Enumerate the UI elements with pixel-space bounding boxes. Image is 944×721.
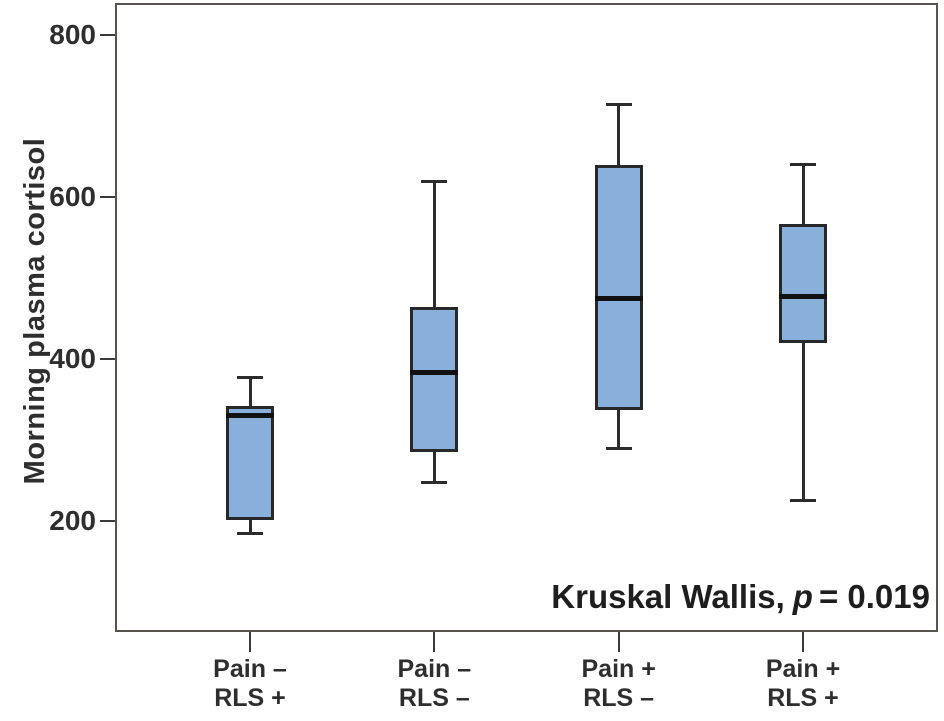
x-tick-mark bbox=[802, 632, 804, 652]
x-tick-mark bbox=[249, 632, 251, 652]
annotation-prefix: Kruskal Wallis, bbox=[551, 578, 785, 615]
stat-annotation: Kruskal Wallis, p = 0.019 bbox=[551, 578, 930, 616]
x-tick-label: Pain + RLS + bbox=[765, 655, 841, 712]
whisker-upper-stem bbox=[801, 164, 805, 224]
whisker-lower-stem bbox=[801, 343, 805, 501]
median-line bbox=[779, 293, 827, 299]
whisker-lower-stem bbox=[617, 410, 621, 449]
y-tick-mark bbox=[100, 520, 115, 523]
whisker-upper-cap bbox=[421, 179, 448, 183]
y-tick-label: 400 bbox=[49, 343, 96, 375]
box-iqr bbox=[410, 306, 459, 453]
whisker-lower-cap bbox=[605, 446, 632, 450]
whisker-upper-stem bbox=[248, 377, 252, 407]
x-tick-mark bbox=[617, 632, 620, 652]
median-line bbox=[226, 413, 274, 419]
whisker-lower-cap bbox=[237, 531, 263, 535]
whisker-lower-cap bbox=[421, 480, 448, 484]
whisker-upper-cap bbox=[790, 163, 816, 167]
whisker-lower-stem bbox=[432, 452, 436, 483]
box-iqr bbox=[779, 224, 827, 343]
y-tick-label: 800 bbox=[49, 19, 96, 51]
whisker-upper-stem bbox=[617, 104, 621, 165]
y-axis-title: Morning plasma cortisol bbox=[19, 137, 51, 485]
y-tick-mark bbox=[100, 358, 115, 361]
y-tick-label: 200 bbox=[49, 505, 96, 537]
box-iqr bbox=[594, 164, 643, 411]
whisker-lower-stem bbox=[248, 520, 252, 534]
x-tick-label: Pain + RLS – bbox=[581, 655, 656, 712]
annotation-value: = 0.019 bbox=[818, 578, 930, 615]
y-tick-label: 600 bbox=[49, 181, 96, 213]
box-iqr bbox=[226, 406, 274, 521]
annotation-p-symbol: p bbox=[792, 578, 813, 615]
x-tick-label: Pain – RLS – bbox=[397, 655, 472, 712]
median-line bbox=[594, 295, 643, 301]
whisker-upper-cap bbox=[237, 375, 263, 379]
whisker-lower-cap bbox=[790, 499, 816, 503]
x-tick-mark bbox=[433, 632, 436, 652]
median-line bbox=[410, 370, 459, 376]
x-tick-label: Pain – RLS + bbox=[213, 655, 287, 712]
whisker-upper-cap bbox=[605, 102, 632, 106]
y-tick-mark bbox=[100, 34, 115, 37]
whisker-upper-stem bbox=[432, 181, 436, 307]
y-tick-mark bbox=[100, 196, 115, 199]
